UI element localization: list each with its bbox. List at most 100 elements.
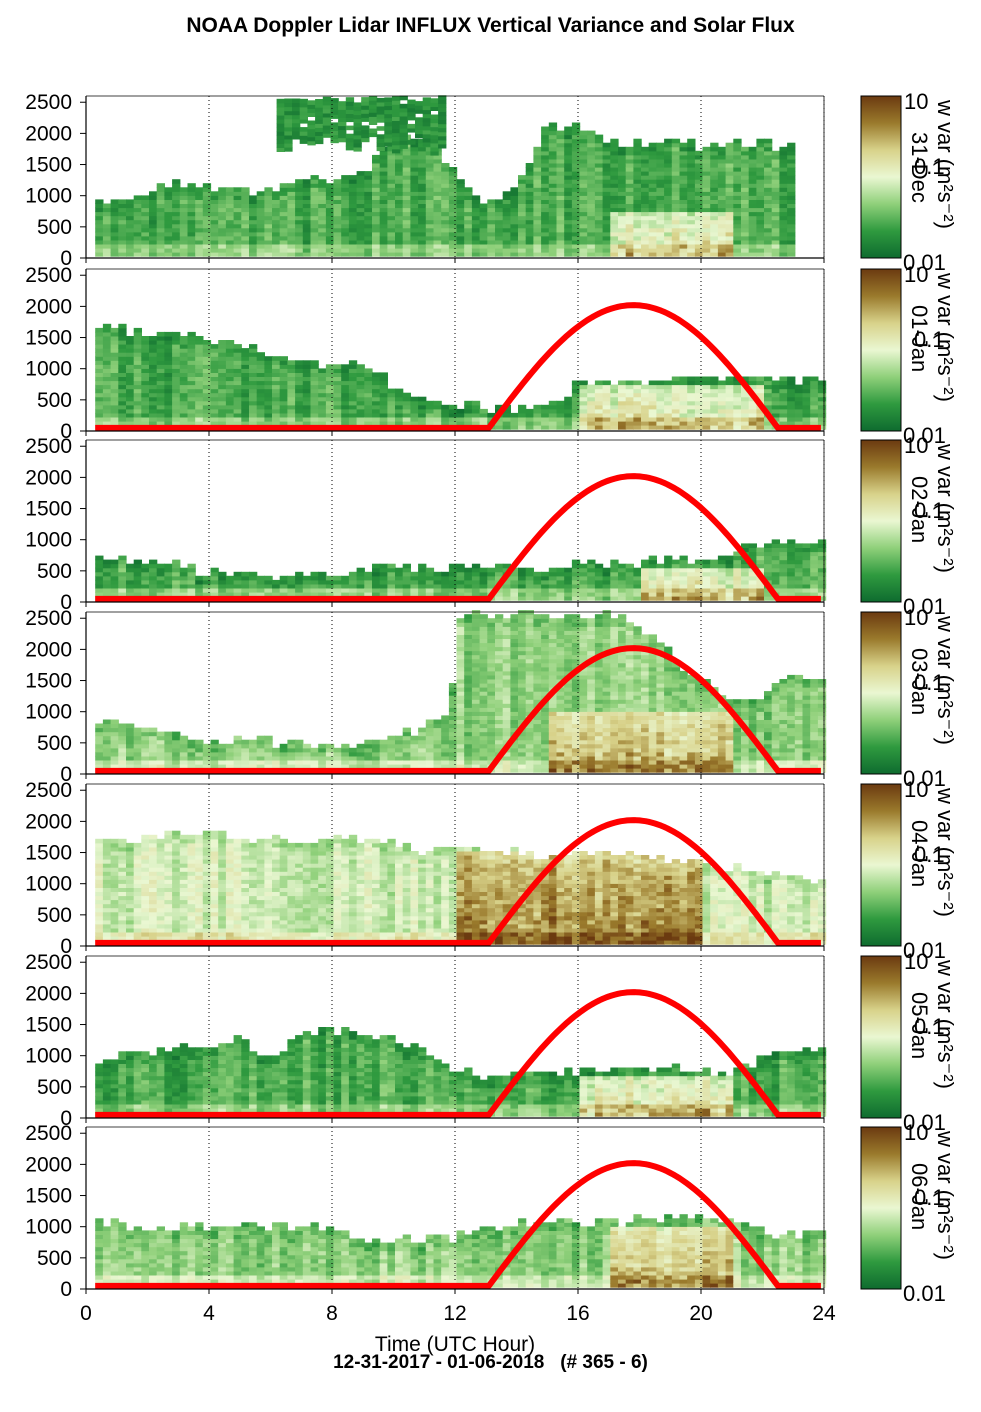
variance-cell (302, 588, 312, 593)
variance-cell (284, 98, 293, 104)
variance-cell (172, 344, 181, 349)
variance-cell (264, 421, 273, 426)
variance-cell (202, 404, 212, 410)
variance-cell (571, 146, 581, 152)
variance-cell (756, 380, 765, 386)
variance-cell (195, 421, 204, 426)
variance-cell (241, 364, 250, 369)
variance-cell (284, 130, 293, 136)
variance-cell (487, 252, 496, 257)
variance-cell (756, 183, 765, 188)
variance-cell (187, 331, 196, 337)
variance-cell (141, 588, 150, 593)
variance-cell (787, 404, 796, 410)
variance-cell (602, 425, 611, 430)
variance-cell (810, 579, 819, 585)
variance-cell (410, 421, 419, 426)
variance-cell (187, 384, 196, 390)
variance-cell (287, 760, 296, 765)
variance-cell (694, 579, 704, 585)
variance-cell (518, 575, 527, 581)
variance-cell (710, 592, 719, 597)
variance-cell (395, 400, 404, 406)
variance-cell (210, 417, 219, 422)
variance-cell (164, 408, 173, 414)
variance-cell (353, 110, 362, 116)
colorbar-max-label: 10 (904, 262, 928, 287)
variance-cell (502, 425, 511, 430)
variance-cell (725, 158, 734, 164)
variance-cell (302, 412, 312, 418)
variance-cell (671, 187, 681, 192)
variance-cell (579, 425, 588, 430)
variance-cell (118, 376, 127, 382)
variance-cell (625, 417, 634, 422)
variance-cell (256, 356, 265, 361)
variance-cell (633, 175, 642, 180)
variance-cell (733, 244, 742, 249)
variance-cell (817, 575, 827, 581)
variance-cell (687, 396, 696, 402)
variance-cell (433, 417, 442, 422)
variance-cell (395, 396, 404, 402)
variance-cell (345, 105, 355, 110)
variance-cell (564, 167, 573, 172)
variance-cell (372, 764, 381, 769)
variance-cell (348, 575, 358, 581)
variance-cell (172, 207, 181, 213)
variance-cell (164, 352, 173, 357)
variance-cell (464, 244, 473, 249)
variance-cell (102, 571, 112, 577)
variance-cell (241, 400, 250, 406)
variance-cell (518, 183, 527, 188)
variance-cell (187, 588, 196, 593)
variance-cell (802, 579, 811, 585)
variance-cell (287, 747, 296, 753)
variance-cell (556, 231, 565, 237)
variance-cell (387, 158, 396, 164)
variance-cell (195, 191, 204, 196)
variance-cell (764, 167, 773, 172)
variance-cell (633, 167, 642, 172)
variance-cell (149, 360, 158, 365)
variance-cell (356, 583, 365, 589)
variance-cell (618, 207, 627, 213)
variance-cell (110, 327, 119, 333)
variance-cell (541, 195, 550, 200)
variance-cell (648, 404, 657, 410)
variance-cell (694, 203, 704, 209)
variance-cell (430, 114, 439, 120)
variance-cell (372, 183, 381, 188)
variance-cell (315, 123, 324, 128)
variance-cell (387, 417, 396, 422)
variance-cell (687, 579, 696, 585)
variance-cell (779, 384, 788, 390)
variance-cell (233, 755, 242, 761)
variance-cell (399, 107, 408, 113)
variance-cell (210, 380, 219, 386)
variance-cell (602, 150, 611, 156)
variance-cell (764, 392, 773, 398)
variance-cell (602, 154, 611, 160)
variance-cell (264, 372, 273, 377)
variance-cell (302, 380, 312, 386)
variance-cell (779, 199, 788, 204)
variance-cell (141, 764, 150, 769)
variance-cell (348, 231, 358, 237)
variance-cell (310, 408, 319, 414)
variance-cell (771, 191, 780, 196)
variance-cell (571, 392, 581, 398)
variance-cell (141, 388, 150, 394)
variance-cell (710, 158, 719, 164)
variance-cell (225, 244, 235, 249)
variance-cell (302, 760, 312, 765)
variance-cell (210, 404, 219, 410)
variance-cell (741, 158, 750, 164)
variance-cell (141, 211, 150, 217)
variance-cell (102, 223, 112, 229)
variance-cell (310, 588, 319, 593)
variance-cell (779, 179, 788, 184)
variance-cell (571, 171, 581, 176)
variance-cell (410, 175, 419, 180)
variance-cell (345, 101, 355, 106)
